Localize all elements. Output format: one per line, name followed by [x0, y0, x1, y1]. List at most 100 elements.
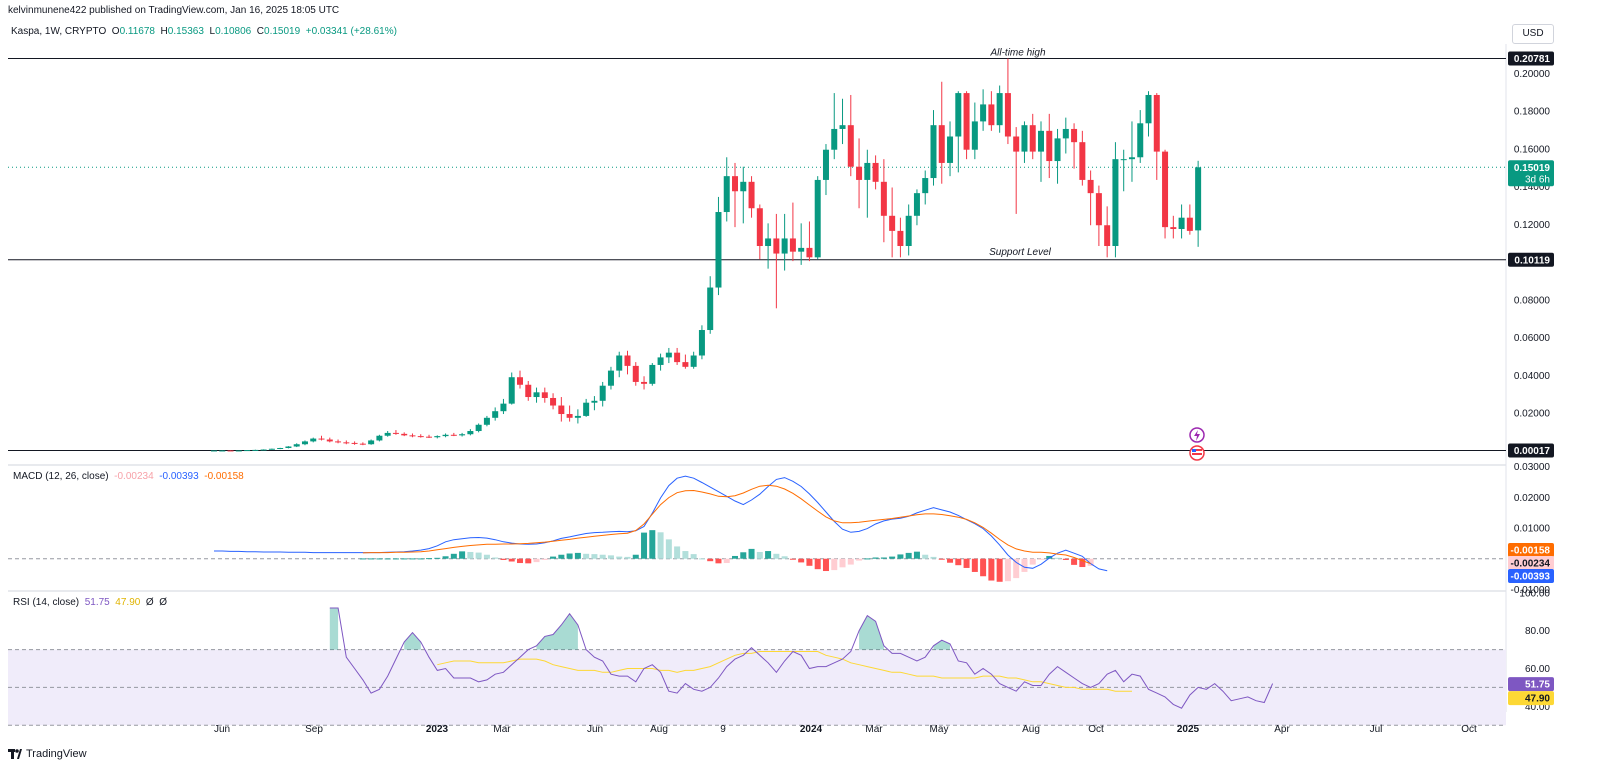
price-axis-tick: 0.14000 [1514, 182, 1551, 193]
rsi-title[interactable]: RSI (14, close) [13, 597, 80, 608]
macd-histogram-bar [1054, 557, 1061, 559]
candle-body [434, 436, 441, 438]
macd-axis-tick: -0.01000 [1511, 585, 1551, 596]
macd-histogram-bar [624, 556, 631, 559]
macd-histogram-bar [1087, 558, 1094, 566]
macd-histogram-bar [632, 554, 639, 559]
candle-body [335, 441, 342, 443]
candle-body [211, 450, 217, 452]
candle-body [864, 162, 871, 180]
lightning-event-icon[interactable] [1189, 427, 1205, 443]
macd-histogram-bar [847, 558, 854, 565]
macd-histogram-bar [649, 530, 656, 559]
high-label: H [160, 26, 168, 37]
flag-event-icon[interactable] [1189, 445, 1205, 461]
macd-histogram-bar [740, 552, 747, 559]
macd-histogram-bar [467, 551, 474, 559]
macd-histogram-bar [1021, 558, 1028, 572]
candle-body [897, 230, 904, 247]
macd-title[interactable]: MACD (12, 26, close) [13, 471, 109, 482]
macd-histogram-bar [1062, 558, 1069, 560]
time-axis-tick: May [930, 724, 949, 735]
macd-histogram-bar [715, 558, 722, 564]
tradingview-logo-icon [8, 749, 22, 759]
macd-histogram-bar [558, 554, 565, 559]
time-axis-tick: Jul [1370, 724, 1383, 735]
symbol-legend: Kaspa, 1W, CRYPTO O0.11678 H0.15363 L0.1… [11, 26, 397, 37]
macd-histogram-bar [889, 556, 896, 559]
macd-histogram-bar [732, 555, 739, 559]
candle-body [376, 435, 383, 441]
rsi-value-tag-bg [1508, 677, 1554, 692]
candle-body [616, 355, 623, 371]
candle-body [417, 436, 424, 438]
level-label: All-time high [989, 48, 1045, 59]
candle-body [831, 128, 838, 150]
macd-axis-tick: 0.03000 [1514, 462, 1551, 473]
candle-body [690, 355, 697, 367]
time-axis-tick: Aug [1022, 724, 1040, 735]
tradingview-footer[interactable]: TradingView [8, 748, 87, 760]
macd-histogram-bar [1071, 558, 1078, 565]
candle-body [426, 436, 433, 438]
candle-body [641, 381, 648, 384]
macd-histogram-bar [566, 553, 573, 559]
level-price-tag-bg [1508, 443, 1554, 458]
macd-hist-tag-bg [1508, 556, 1554, 570]
level-price-tag: 0.20781 [1514, 54, 1551, 65]
rsi-extra-2: Ø [159, 597, 168, 608]
time-axis-tick: Aug [650, 724, 668, 735]
candle-body [732, 176, 739, 192]
candle-body [889, 215, 896, 231]
price-axis-tick: 0.12000 [1514, 220, 1551, 231]
footer-brand: TradingView [26, 748, 87, 760]
candle-body [707, 287, 714, 331]
macd-histogram-bar [806, 558, 813, 566]
candle-body [1038, 130, 1044, 152]
candle-body [1170, 227, 1177, 230]
candle-body [632, 365, 639, 382]
time-axis-tick: 9 [720, 724, 726, 735]
macd-histogram-bar [839, 558, 846, 568]
rsi-axis-tick: 100.00 [1519, 588, 1550, 599]
macd-histogram-bar [607, 555, 614, 559]
macd-histogram-bar [996, 558, 1003, 582]
macd-histogram-bar [930, 556, 937, 559]
rsi-ma-line [437, 651, 1132, 692]
macd-histogram-bar [856, 558, 863, 561]
macd-histogram-bar [359, 558, 366, 560]
candle-body [955, 93, 962, 137]
macd-legend: MACD (12, 26, close) -0.00234 -0.00393 -… [13, 471, 244, 482]
currency-button[interactable]: USD [1512, 24, 1554, 44]
macd-histogram-bar [947, 558, 954, 563]
macd-histogram-bar [1038, 558, 1044, 560]
candle-body [326, 439, 333, 442]
macd-histogram-bar [690, 554, 697, 559]
symbol-name[interactable]: Kaspa, 1W, CRYPTO [11, 26, 107, 37]
candle-body [1195, 167, 1202, 231]
candle-body [880, 181, 887, 216]
candle-body [1004, 93, 1011, 137]
candle-body [624, 355, 631, 366]
macd-histogram-bar [525, 558, 532, 564]
price-axis-tick: 0.18000 [1514, 107, 1551, 118]
candle-body [1120, 159, 1127, 161]
macd-histogram-bar [392, 558, 399, 560]
level-price-tag-bg [1508, 252, 1554, 267]
open-value: 0.11678 [119, 26, 155, 37]
macd-histogram-bar [641, 532, 648, 559]
candle-body [533, 392, 540, 398]
macd-histogram-bar [1004, 558, 1011, 582]
candle-body [1029, 125, 1036, 152]
level-label: Support Level [989, 247, 1051, 258]
macd-histogram-bar [955, 558, 962, 566]
macd-histogram-bar [657, 532, 664, 559]
candle-body [260, 449, 267, 451]
macd-signal-tag-bg [1508, 543, 1554, 557]
time-axis-tick: Sep [305, 724, 323, 735]
candle-body [1087, 179, 1094, 194]
candle-body [996, 93, 1003, 126]
candle-body [789, 238, 796, 252]
macd-histogram-bar [963, 558, 970, 568]
